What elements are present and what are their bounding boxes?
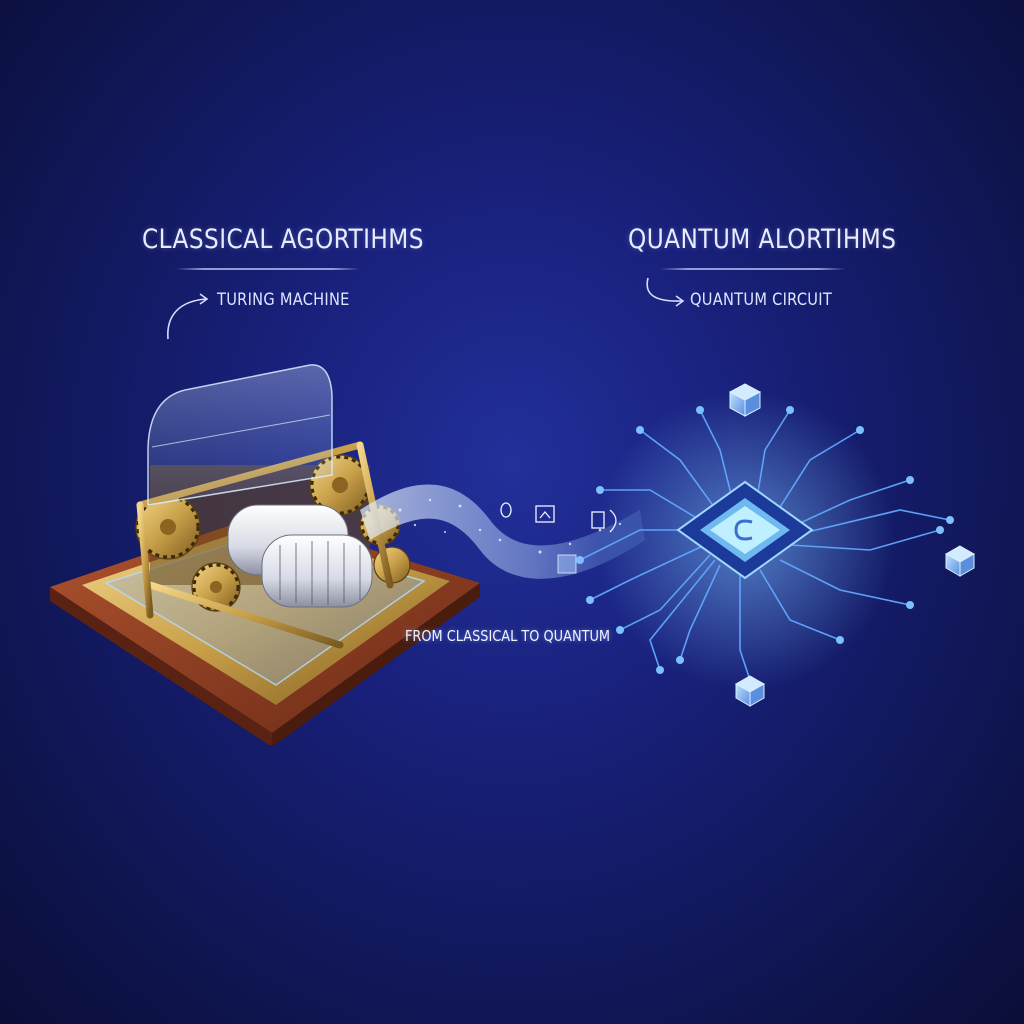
arrow-curve-icon (646, 277, 685, 307)
turing-machine-label: TURING MACHINE (217, 290, 350, 310)
quantum-circuit-label: QUANTUM CIRCUIT (690, 290, 833, 310)
classical-title: CLASSICAL AGORTIHMS (142, 224, 424, 255)
turing-machine-illustration (50, 364, 480, 745)
quantum-title: QUANTUM ALORTIHMS (628, 224, 897, 255)
transition-caption: FROM CLASSICAL TO QUANTUM (405, 627, 611, 645)
quantum-chip-illustration (576, 383, 976, 707)
quantum-title-rule (660, 268, 846, 270)
arrow-curve-icon (167, 293, 209, 340)
classical-title-rule (176, 268, 360, 270)
